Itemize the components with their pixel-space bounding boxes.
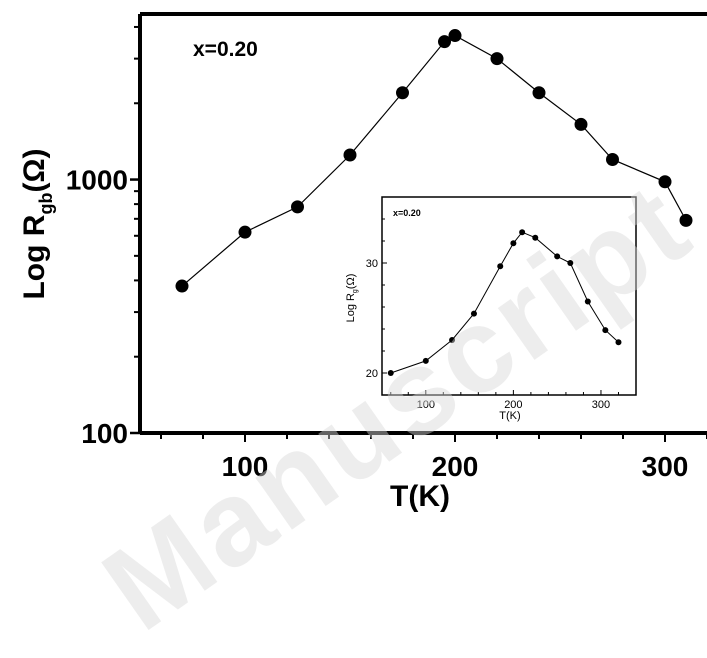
inset-data-point [387, 370, 394, 376]
inset-x-tick-label: 300 [592, 399, 610, 411]
y-label-base: Log R [18, 214, 51, 299]
data-point [574, 117, 588, 131]
inset-y-label-sub: g [352, 289, 359, 293]
inset-data-point [510, 240, 517, 247]
data-point [606, 152, 619, 166]
inset-y-label-tail: (Ω) [345, 274, 357, 290]
data-point [291, 200, 304, 214]
data-point [679, 213, 693, 227]
inset-data-point [615, 339, 622, 346]
annotation: x=0.20 [193, 38, 258, 61]
x-tick-label: 100 [222, 451, 269, 482]
inset-plot: 100 200 300 20 30 T(K) Log Rg(Ω) x=0.20 [345, 196, 637, 422]
inset-data-point [519, 229, 526, 236]
data-point [343, 148, 357, 162]
inset-x-tick-label: 100 [417, 399, 435, 411]
inset-data-point [422, 357, 429, 364]
inset-annotation: x=0.20 [393, 208, 421, 218]
y-axis-label: Log Rgb(Ω) [18, 148, 56, 299]
inset-data-point [584, 298, 591, 305]
data-point [396, 86, 409, 100]
inset-y-tick-label: 20 [366, 368, 378, 380]
inset-data-point [449, 337, 456, 343]
data-point [448, 29, 462, 43]
x-tick-label: 300 [642, 451, 689, 482]
inset-data-point [602, 327, 609, 334]
y-tick-label: 1000 [66, 165, 128, 196]
inset-y-label-base: Log R [345, 293, 357, 322]
inset-frame [381, 196, 637, 396]
inset-data-point [554, 253, 561, 260]
inset-data-point [470, 310, 477, 317]
data-point [238, 225, 252, 239]
data-point [532, 86, 546, 100]
inset-y-tick-label: 30 [366, 258, 378, 270]
data-point [438, 35, 451, 49]
y-tick-label: 100 [81, 418, 128, 449]
inset-x-axis-label: T(K) [499, 410, 520, 422]
y-label-sub: gb [36, 193, 56, 215]
data-point [175, 279, 189, 293]
inset-data-point [497, 263, 504, 270]
inset-x-tick-label: 200 [504, 399, 522, 411]
x-tick-label: 200 [432, 451, 479, 482]
x-axis-label: T(K) [390, 480, 450, 513]
data-point [490, 52, 504, 66]
chart-area: 100 200 300 100 1000 T(K) Log Rgb(Ω) x=0.20 100… [18, 12, 707, 656]
data-point [658, 175, 672, 189]
inset-data-point [567, 260, 574, 266]
inset-data-point [532, 234, 539, 241]
y-label-tail: (Ω) [18, 148, 51, 192]
inset-y-axis-label: Log Rg(Ω) [345, 274, 359, 323]
